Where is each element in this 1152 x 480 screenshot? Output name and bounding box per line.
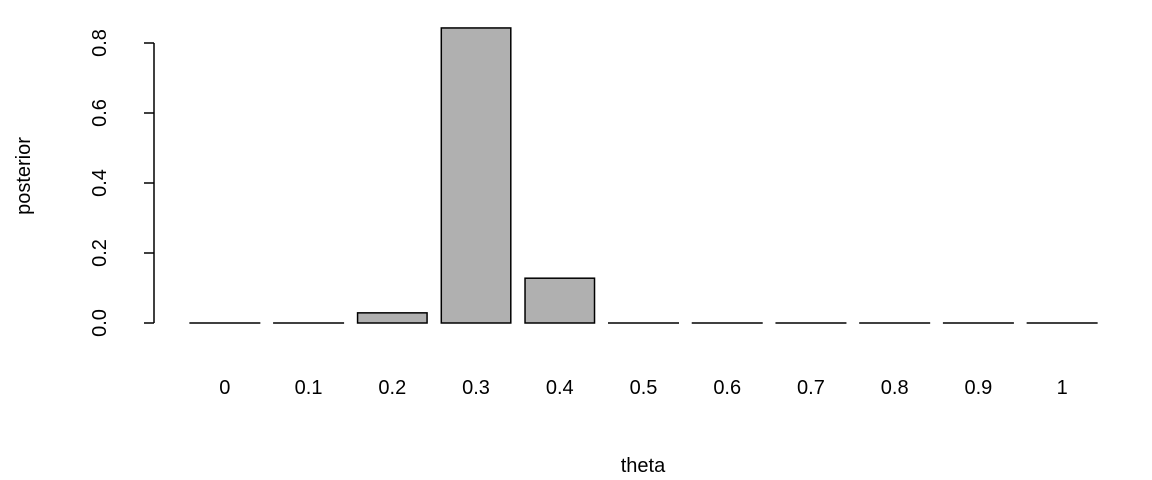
- y-tick-label: 0.8: [89, 29, 111, 57]
- x-tick-label: 1: [1057, 377, 1068, 399]
- x-axis-label: theta: [621, 455, 666, 477]
- y-tick-label: 0.0: [89, 309, 111, 337]
- x-tick-label: 0.2: [378, 377, 406, 399]
- bar: [440, 27, 512, 324]
- x-tick-label: 0.6: [713, 377, 741, 399]
- x-tick-label: 0.4: [546, 377, 574, 399]
- x-tick-label: 0.3: [462, 377, 490, 399]
- bars: [189, 27, 1098, 324]
- x-tick-label: 0: [219, 377, 230, 399]
- y-tick-label: 0.6: [89, 99, 111, 127]
- y-axis: 0.0 0.2 0.4 0.6 0.8: [89, 29, 155, 337]
- x-tick-label: 0.1: [295, 377, 323, 399]
- bar: [524, 277, 596, 324]
- x-tick-label: 0.9: [965, 377, 993, 399]
- y-tick-label: 0.2: [89, 239, 111, 267]
- y-ticks: 0.0 0.2 0.4 0.6 0.8: [89, 29, 154, 337]
- x-tick-labels: 0 0.1 0.2 0.3 0.4 0.5 0.6 0.7 0.8 0.9 1: [219, 377, 1067, 399]
- y-tick-label: 0.4: [89, 169, 111, 197]
- y-axis-label: posterior: [13, 137, 35, 215]
- bar: [356, 312, 428, 324]
- x-tick-label: 0.8: [881, 377, 909, 399]
- x-tick-label: 0.7: [797, 377, 825, 399]
- x-tick-label: 0.5: [630, 377, 658, 399]
